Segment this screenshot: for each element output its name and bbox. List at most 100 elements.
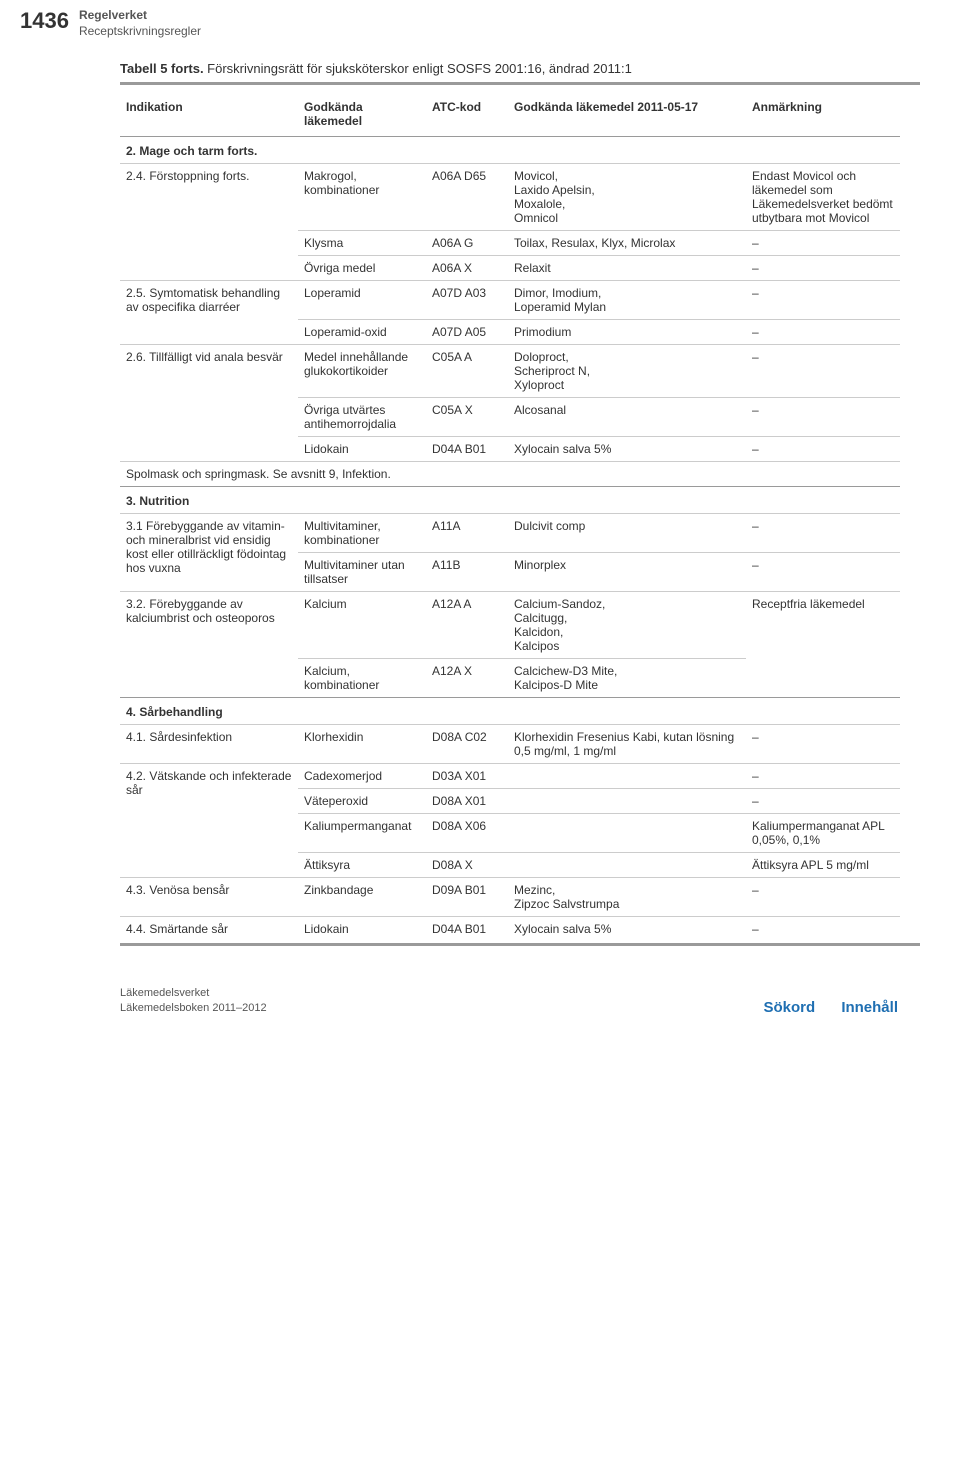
- title-rule: [120, 82, 920, 85]
- cell-indication: 4.1. Sårdesinfektion: [120, 725, 298, 764]
- cell-anm: –: [746, 764, 900, 789]
- cell-god: Klorhexidin Fresenius Kabi, kutan lösnin…: [508, 725, 746, 764]
- cell-anm: –: [746, 437, 900, 462]
- cell-med: Zinkbandage: [298, 878, 426, 917]
- col-godkanda-2011: Godkända läkemedel 2011-05-17: [508, 95, 746, 137]
- cell-atc: C05A X: [426, 398, 508, 437]
- cell-med: Makrogol, kombinationer: [298, 164, 426, 231]
- cell-atc: A12A A: [426, 592, 508, 659]
- header-subchapter: Receptskrivningsregler: [79, 24, 201, 38]
- cell-med: Klorhexidin: [298, 725, 426, 764]
- cell-indication: 4.4. Smärtande sår: [120, 917, 298, 942]
- cell-atc: A06A X: [426, 256, 508, 281]
- cell-anm: –: [746, 256, 900, 281]
- cell-anm: –: [746, 553, 900, 592]
- cell-anm: –: [746, 281, 900, 320]
- cell-atc: A06A D65: [426, 164, 508, 231]
- table-row: 2.6. Tillfälligt vid anala besvär Medel …: [120, 345, 900, 398]
- cell-god: Movicol, Laxido Apelsin, Moxalole, Omnic…: [508, 164, 746, 231]
- footer-publisher: Läkemedelsverket: [120, 987, 209, 999]
- cell-med: Loperamid: [298, 281, 426, 320]
- cell-atc: D04A B01: [426, 437, 508, 462]
- cell-atc: C05A A: [426, 345, 508, 398]
- cell-god: [508, 853, 746, 878]
- cell-med: Lidokain: [298, 437, 426, 462]
- cell-anm: Ättiksyra APL 5 mg/ml: [746, 853, 900, 878]
- cell-anm: –: [746, 398, 900, 437]
- section-2-row: 2. Mage och tarm forts.: [120, 137, 900, 164]
- cell-indication: 2.5. Symtomatisk behandling av ospecifik…: [120, 281, 298, 345]
- table-container: Tabell 5 forts. Förskrivningsrätt för sj…: [0, 61, 960, 956]
- cell-atc: A12A X: [426, 659, 508, 698]
- cell-anm: Endast Movicol och läkemedel som Läkemed…: [746, 164, 900, 231]
- table-row: 4.1. Sårdesinfektion Klorhexidin D08A C0…: [120, 725, 900, 764]
- cell-indication: 4.2. Vätskande och infekterade sår: [120, 764, 298, 878]
- header-chapter: Regelverket: [79, 8, 147, 22]
- cell-anm: –: [746, 514, 900, 553]
- link-innehall[interactable]: Innehåll: [841, 999, 898, 1016]
- cell-anm: –: [746, 231, 900, 256]
- table-row: 4.3. Venösa bensår Zinkbandage D09A B01 …: [120, 878, 900, 917]
- cell-med: Medel innehållande glukokortikoider: [298, 345, 426, 398]
- table-row: 2.5. Symtomatisk behandling av ospecifik…: [120, 281, 900, 320]
- cell-med: Kalcium, kombinationer: [298, 659, 426, 698]
- cell-god: Dimor, Imodium, Loperamid Mylan: [508, 281, 746, 320]
- cell-god: Dulcivit comp: [508, 514, 746, 553]
- cell-anm: Receptfria läkemedel: [746, 592, 900, 698]
- cell-god: [508, 814, 746, 853]
- col-atckod: ATC-kod: [426, 95, 508, 137]
- col-indikation: Indikation: [120, 95, 298, 137]
- section-2-label: 2. Mage och tarm forts.: [120, 137, 900, 164]
- cell-god: Mezinc, Zipzoc Salvstrumpa: [508, 878, 746, 917]
- cell-indication: 3.2. Förebyggande av kalciumbrist och os…: [120, 592, 298, 698]
- spolmask-row: Spolmask och springmask. Se avsnitt 9, I…: [120, 462, 900, 487]
- cell-atc: D03A X01: [426, 764, 508, 789]
- spolmask-text: Spolmask och springmask. Se avsnitt 9, I…: [120, 462, 900, 487]
- section-3-row: 3. Nutrition: [120, 487, 900, 514]
- section-3-label: 3. Nutrition: [120, 487, 900, 514]
- cell-indication: 3.1 Förebyggande av vitamin- och mineral…: [120, 514, 298, 592]
- cell-med: Multivitaminer utan tillsatser: [298, 553, 426, 592]
- cell-anm: –: [746, 917, 900, 942]
- cell-god: Xylocain salva 5%: [508, 917, 746, 942]
- page-footer: Läkemedelsverket Läkemedelsboken 2011–20…: [0, 956, 960, 1032]
- page-number: 1436: [20, 8, 69, 34]
- cell-atc: A07D A03: [426, 281, 508, 320]
- table-row: 2.4. Förstoppning forts. Makrogol, kombi…: [120, 164, 900, 231]
- cell-atc: D08A X06: [426, 814, 508, 853]
- table-header-row: Indikation Godkända läkemedel ATC-kod Go…: [120, 95, 900, 137]
- header-text: Regelverket Receptskrivningsregler: [79, 8, 201, 39]
- page-header: 1436 Regelverket Receptskrivningsregler: [0, 0, 960, 43]
- cell-god: Calcichew-D3 Mite, Kalcipos-D Mite: [508, 659, 746, 698]
- table-title: Tabell 5 forts. Förskrivningsrätt för sj…: [120, 61, 920, 76]
- col-godkanda: Godkända läkemedel: [298, 95, 426, 137]
- cell-med: Ättiksyra: [298, 853, 426, 878]
- cell-anm: –: [746, 878, 900, 917]
- cell-indication: 2.4. Förstoppning forts.: [120, 164, 298, 281]
- cell-anm: –: [746, 789, 900, 814]
- section-4-row: 4. Sårbehandling: [120, 698, 900, 725]
- cell-indication: 2.6. Tillfälligt vid anala besvär: [120, 345, 298, 462]
- section-4-label: 4. Sårbehandling: [120, 698, 900, 725]
- cell-anm: –: [746, 725, 900, 764]
- cell-med: Klysma: [298, 231, 426, 256]
- col-anmarkning: Anmärkning: [746, 95, 900, 137]
- cell-god: Primodium: [508, 320, 746, 345]
- table-row: 3.2. Förebyggande av kalciumbrist och os…: [120, 592, 900, 659]
- cell-med: Kaliumpermanganat: [298, 814, 426, 853]
- table-row: 3.1 Förebyggande av vitamin- och mineral…: [120, 514, 900, 553]
- table-subtitle: Förskrivningsrätt för sjuksköterskor enl…: [204, 61, 632, 76]
- link-sokord[interactable]: Sökord: [763, 999, 815, 1016]
- cell-atc: D08A X01: [426, 789, 508, 814]
- cell-anm: Kaliumpermanganat APL 0,05%, 0,1%: [746, 814, 900, 853]
- cell-atc: A11B: [426, 553, 508, 592]
- cell-god: [508, 789, 746, 814]
- cell-med: Lidokain: [298, 917, 426, 942]
- cell-atc: D09A B01: [426, 878, 508, 917]
- cell-med: Övriga utvärtes antihemorrojdalia: [298, 398, 426, 437]
- cell-god: Alcosanal: [508, 398, 746, 437]
- footer-left: Läkemedelsverket Läkemedelsboken 2011–20…: [120, 986, 267, 1016]
- footer-book: Läkemedelsboken 2011–2012: [120, 1002, 267, 1014]
- cell-med: Multivitaminer, kombinationer: [298, 514, 426, 553]
- cell-atc: A07D A05: [426, 320, 508, 345]
